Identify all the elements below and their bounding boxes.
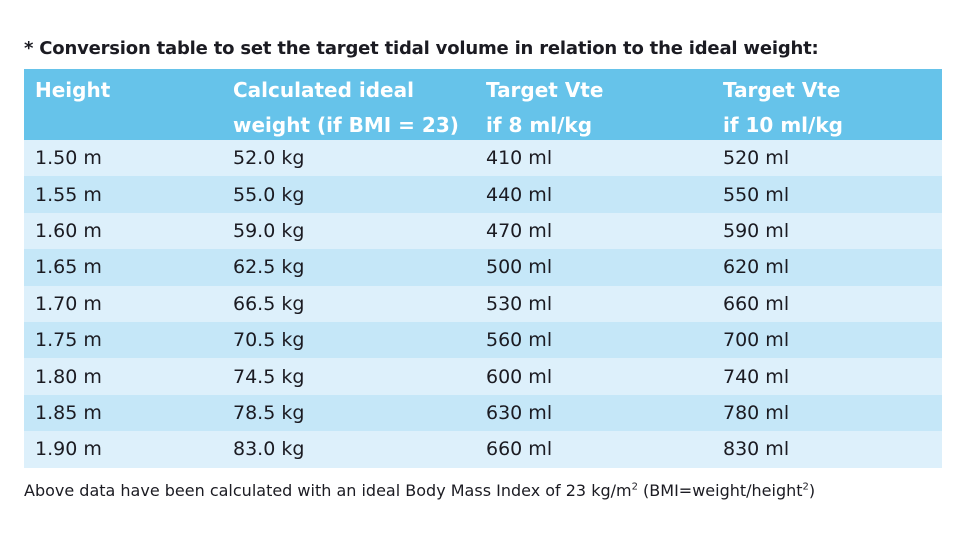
header-line: Target Vte — [486, 78, 604, 102]
table-cell: 440 ml — [486, 183, 553, 206]
table-row: 1.80 m 74.5 kg 600 ml 740 ml — [24, 358, 942, 395]
table-cell: 83.0 kg — [233, 438, 305, 461]
footnote: Above data have been calculated with an … — [24, 481, 944, 500]
header-ideal-weight: Calculated ideal weight (if BMI = 23) — [222, 69, 475, 140]
table-row: 1.70 m 66.5 kg 530 ml 660 ml — [24, 285, 942, 322]
table-row: 1.55 m 55.0 kg 440 ml 550 ml — [24, 176, 942, 213]
header-vte-10: Target Vte if 10 ml/kg — [712, 69, 942, 140]
header-height: Height — [24, 69, 222, 140]
table-cell: 66.5 kg — [233, 292, 305, 315]
header-line: Target Vte — [723, 78, 841, 102]
footnote-text: Above data have been calculated with an … — [24, 481, 632, 500]
footnote-superscript: 2 — [631, 481, 638, 493]
table-row: 1.60 m 59.0 kg 470 ml 590 ml — [24, 212, 942, 250]
table-cell: 59.0 kg — [233, 219, 305, 242]
table-cell: 1.55 m — [35, 183, 102, 206]
table-body: 1.50 m 52.0 kg 410 ml 520 ml 1.55 m 55.0 kg 44… — [24, 140, 942, 468]
table-cell: 1.50 m — [35, 147, 102, 170]
table-cell: 1.75 m — [35, 329, 102, 352]
header-line: if 8 ml/kg — [486, 113, 593, 137]
table-cell: 74.5 kg — [233, 365, 305, 388]
table-cell: 55.0 kg — [233, 183, 305, 206]
header-vte-8: Target Vte if 8 ml/kg — [475, 69, 712, 140]
table-cell: 470 ml — [486, 219, 553, 242]
table-cell: 1.60 m — [35, 219, 102, 242]
table-cell: 500 ml — [486, 256, 553, 279]
table-cell: 1.70 m — [35, 292, 102, 315]
page-title: * Conversion table to set the target tid… — [24, 38, 819, 59]
table-row: 1.65 m 62.5 kg 500 ml 620 ml — [24, 249, 942, 286]
table-cell: 52.0 kg — [233, 147, 305, 170]
table-cell: 660 ml — [723, 292, 790, 315]
table-cell: 78.5 kg — [233, 401, 305, 424]
footnote-text: ) — [808, 481, 816, 500]
table-cell: 410 ml — [486, 147, 553, 170]
table-cell: 1.65 m — [35, 256, 102, 279]
table-cell: 70.5 kg — [233, 329, 305, 352]
footnote-text: (BMI=weight/height — [637, 481, 803, 500]
table-cell: 62.5 kg — [233, 256, 305, 279]
header-line: if 10 ml/kg — [723, 113, 843, 137]
table-cell: 1.80 m — [35, 365, 102, 388]
header-line: Calculated ideal — [233, 78, 414, 102]
table-cell: 1.85 m — [35, 401, 102, 424]
table-cell: 620 ml — [723, 256, 790, 279]
table-cell: 700 ml — [723, 329, 790, 352]
table-header-row: Height Calculated ideal weight (if BMI =… — [24, 69, 942, 140]
footnote-superscript: 2 — [802, 481, 809, 493]
header-line: Height — [35, 78, 111, 102]
table-cell: 740 ml — [723, 365, 790, 388]
table-cell: 560 ml — [486, 329, 553, 352]
table-cell: 1.90 m — [35, 438, 102, 461]
conversion-table: Height Calculated ideal weight (if BMI =… — [24, 69, 942, 468]
table-cell: 780 ml — [723, 401, 790, 424]
table-cell: 590 ml — [723, 219, 790, 242]
table-cell: 660 ml — [486, 438, 553, 461]
table-cell: 600 ml — [486, 365, 553, 388]
header-line: weight (if BMI = 23) — [233, 113, 459, 137]
table-row: 1.90 m 83.0 kg 660 ml 830 ml — [24, 431, 942, 468]
table-row: 1.50 m 52.0 kg 410 ml 520 ml — [24, 140, 942, 177]
table-cell: 530 ml — [486, 292, 553, 315]
table-cell: 550 ml — [723, 183, 790, 206]
table-cell: 830 ml — [723, 438, 790, 461]
table-cell: 630 ml — [486, 401, 553, 424]
table-cell: 520 ml — [723, 147, 790, 170]
table-row: 1.85 m 78.5 kg 630 ml 780 ml — [24, 394, 942, 432]
table-row: 1.75 m 70.5 kg 560 ml 700 ml — [24, 321, 942, 359]
